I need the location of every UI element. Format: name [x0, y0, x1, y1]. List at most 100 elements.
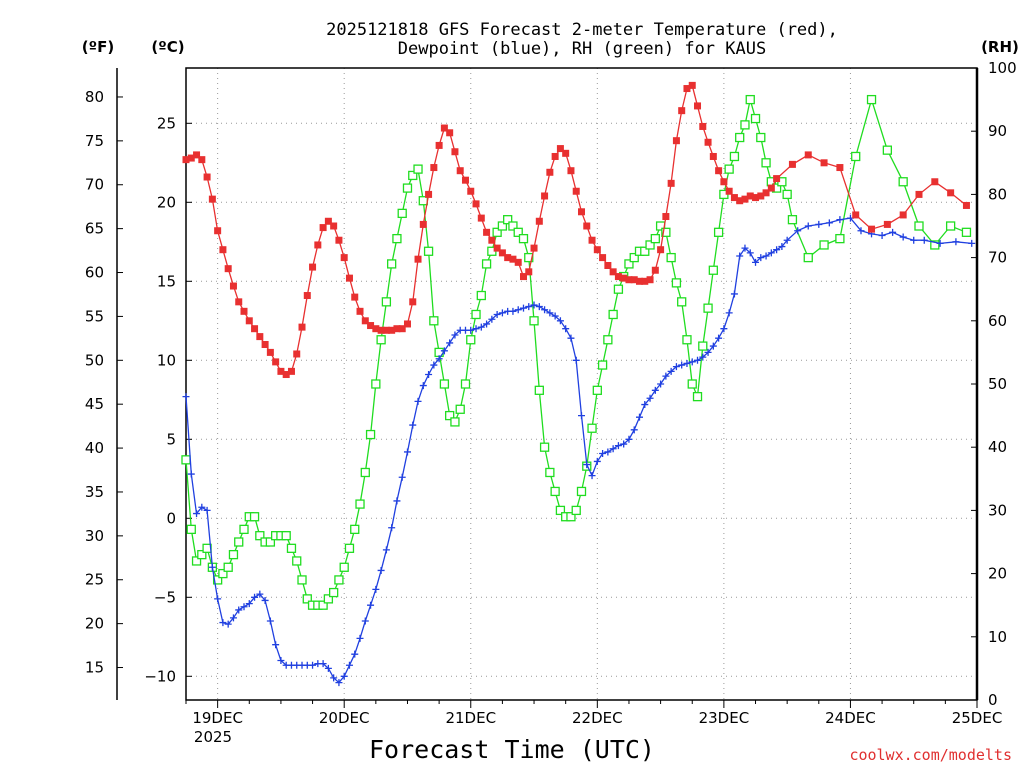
- rh-point: [524, 252, 534, 263]
- dewpoint-point: [683, 359, 691, 367]
- dewpoint-point: [641, 401, 649, 409]
- temperature-point: [883, 220, 891, 228]
- dewpoint-point: [345, 661, 353, 669]
- temperature-point: [530, 244, 538, 252]
- temperature-point: [251, 325, 259, 333]
- rh-point: [756, 132, 766, 143]
- temperature-point: [641, 277, 649, 285]
- temperature-point: [836, 164, 844, 172]
- dewpoint-point: [509, 307, 517, 315]
- rh-point: [713, 227, 724, 237]
- temperature-point: [868, 225, 876, 233]
- time-tick-label: 19DEC: [192, 709, 243, 727]
- temperature-point: [636, 277, 644, 285]
- temperature-point: [309, 263, 317, 271]
- dewpoint-point: [678, 361, 686, 369]
- temperature-point: [662, 213, 670, 221]
- dewpoint-point: [636, 413, 644, 421]
- grid-lines: [186, 68, 978, 700]
- temperature-point: [519, 273, 527, 281]
- temperature-point: [620, 274, 628, 282]
- dewpoint-point: [525, 303, 533, 311]
- rh-point: [392, 233, 402, 244]
- rh-point: [265, 537, 276, 547]
- temperature-point: [303, 292, 311, 300]
- rh-point: [302, 594, 312, 604]
- rh-point: [334, 575, 344, 585]
- fahrenheit-tick-label: 70: [85, 176, 104, 194]
- time-tick-label: 22DEC: [572, 709, 623, 727]
- series-layer: [181, 81, 976, 687]
- temperature-point: [788, 160, 796, 168]
- temperature-point: [372, 325, 380, 333]
- dewpoint-point: [588, 472, 596, 480]
- rh-point: [418, 196, 428, 206]
- dewpoint-point: [704, 348, 712, 356]
- rh-point: [576, 486, 587, 497]
- rh-point: [750, 113, 761, 124]
- dewpoint-point: [551, 312, 559, 320]
- rh-point: [350, 524, 360, 535]
- dewpoint-point: [804, 222, 812, 230]
- temperature-point: [229, 282, 237, 290]
- temperature-point: [931, 178, 939, 186]
- fahrenheit-tick-label: 25: [85, 571, 104, 589]
- temperature-point: [715, 167, 723, 175]
- temperature-point: [572, 187, 580, 195]
- rh-point: [687, 379, 697, 389]
- dewpoint-point: [519, 304, 527, 312]
- rh-point: [223, 562, 233, 572]
- rh-point: [819, 240, 829, 250]
- rh-point: [608, 309, 618, 320]
- rh-point: [212, 575, 223, 585]
- fahrenheit-tick-label: 30: [85, 527, 104, 545]
- rh-point: [445, 410, 455, 421]
- dewpoint-point: [261, 596, 269, 604]
- dewpoint-point: [546, 309, 554, 317]
- rh-point: [323, 594, 334, 604]
- rh-point: [603, 335, 613, 345]
- temperature-point: [551, 152, 559, 160]
- dewpoint-point: [393, 497, 401, 505]
- rh-point: [476, 290, 486, 301]
- temperature-point: [461, 176, 469, 184]
- temperature-point: [688, 81, 696, 89]
- temperature-point: [583, 222, 591, 230]
- rh-point: [529, 316, 539, 326]
- temperature-point: [351, 293, 359, 301]
- dewpoint-point: [968, 239, 976, 247]
- rh-point: [945, 221, 956, 231]
- temperature-point: [282, 371, 290, 379]
- dewpoint-point: [541, 306, 549, 314]
- temperature-point: [419, 220, 427, 228]
- temperature-point: [546, 168, 554, 176]
- celsius-unit-label: (ºC): [151, 38, 184, 56]
- temperature-point: [488, 236, 496, 244]
- dewpoint-point: [483, 320, 491, 328]
- dewpoint-point: [730, 290, 738, 298]
- celsius-tick-label: 5: [166, 430, 176, 448]
- rh-point: [450, 417, 460, 427]
- dewpoint-point: [709, 342, 717, 350]
- celsius-tick-label: 15: [157, 272, 176, 290]
- rh-tick-label: 70: [988, 249, 1007, 267]
- temperature-point: [456, 167, 464, 175]
- rh-point: [239, 524, 249, 535]
- dewpoint-point: [488, 315, 496, 323]
- rh-point: [550, 486, 560, 497]
- rh-point: [671, 278, 682, 288]
- dewpoint-point: [208, 563, 216, 571]
- temperature-point: [314, 241, 322, 249]
- rh-point: [640, 246, 650, 256]
- temperature-line: [185, 84, 967, 376]
- rh-point: [534, 385, 544, 395]
- time-tick-label: 23DEC: [699, 709, 750, 727]
- temperature-point: [446, 129, 454, 137]
- rh-point: [787, 215, 798, 225]
- rh-point: [508, 221, 518, 231]
- rh-point: [650, 233, 660, 244]
- fahrenheit-axis: 15 20 25 30 35 40 45 50 55 60 65 70 75 80: [85, 88, 123, 677]
- temperature-point: [398, 325, 406, 333]
- rh-point: [228, 549, 239, 560]
- dewpoint-point: [694, 356, 702, 364]
